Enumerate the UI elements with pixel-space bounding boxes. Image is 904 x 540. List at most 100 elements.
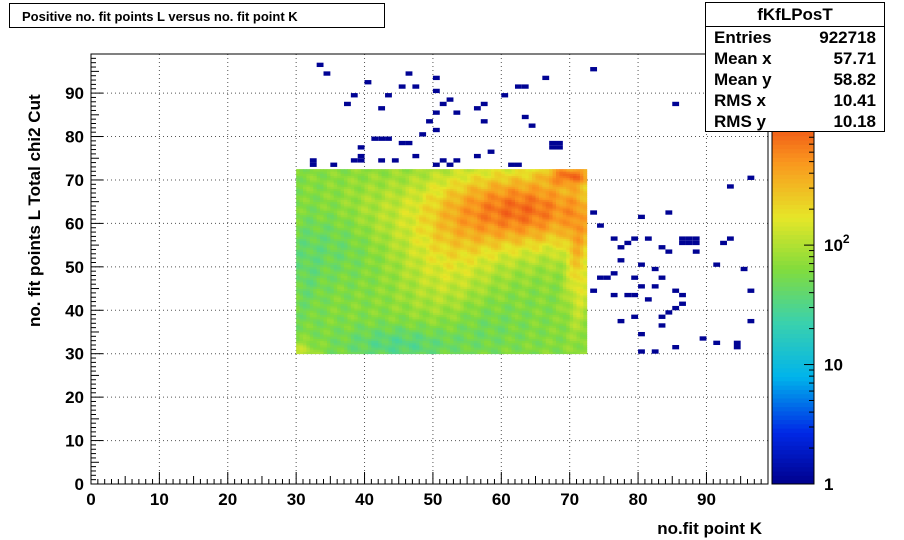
heatmap-cell: [470, 323, 475, 326]
heatmap-cell: [436, 249, 441, 253]
heatmap-cell: [306, 323, 311, 326]
heatmap-cell: [391, 271, 396, 274]
heatmap-cell: [395, 271, 400, 274]
heatmap-cell: [426, 173, 430, 177]
heatmap-cell: [385, 338, 389, 342]
heatmap-cell: [429, 297, 434, 300]
heatmap-cell: [302, 199, 307, 203]
heatmap-cell: [473, 295, 478, 298]
heatmap-cell: [364, 258, 369, 261]
heatmap-cell: [344, 238, 348, 242]
heatmap-cell: [422, 295, 427, 298]
heatmap-cell: [494, 249, 499, 253]
heatmap-cell: [357, 227, 362, 231]
heatmap-cell: [460, 347, 465, 350]
heatmap-cell: [347, 342, 352, 346]
heatmap-cell: [419, 203, 424, 207]
heatmap-cell: [313, 208, 318, 211]
heatmap-cell: [422, 312, 427, 315]
heatmap-cell: [337, 334, 341, 337]
heatmap-cell: [378, 245, 383, 248]
heatmap-cell: [323, 227, 328, 231]
heatmap-cell: [364, 175, 369, 179]
heatmap-cell: [326, 175, 331, 179]
heatmap-cell: [491, 336, 495, 339]
heatmap-cell: [302, 279, 307, 283]
heatmap-cell: [357, 342, 362, 346]
heatmap-cell: [491, 203, 495, 207]
heatmap-cell: [323, 347, 328, 350]
heatmap-cell: [460, 271, 465, 274]
heatmap-cell: [484, 227, 489, 231]
heatmap-cell: [320, 321, 324, 324]
heatmap-cell: [491, 260, 495, 263]
heatmap-cell: [419, 269, 424, 272]
heatmap-cell: [302, 245, 307, 248]
heatmap-cell: [491, 269, 495, 272]
heatmap-cell: [361, 249, 365, 253]
heatmap-cell: [316, 279, 321, 283]
heatmap-cell: [436, 336, 441, 339]
heatmap-cell: [494, 316, 499, 320]
heatmap-cell: [412, 245, 417, 248]
heatmap-cell: [422, 247, 427, 250]
heatmap-cell: [439, 318, 444, 322]
heatmap-cell: [429, 197, 434, 200]
heatmap-cell: [296, 192, 300, 196]
heatmap-cell: [415, 216, 420, 220]
heatmap-cell: [306, 201, 311, 205]
heatmap-cell: [422, 297, 427, 300]
heatmap-cell: [456, 318, 461, 322]
heatmap-cell: [419, 236, 424, 239]
heatmap-cell: [432, 245, 437, 248]
heatmap-cell: [419, 336, 424, 339]
heatmap-cell: [405, 266, 410, 270]
heatmap-cell: [316, 221, 321, 224]
heatmap-cell: [326, 232, 331, 235]
heatmap-cell: [330, 334, 335, 337]
heatmap-cell: [450, 169, 454, 172]
heatmap-cell: [402, 327, 406, 331]
heatmap-cell: [347, 279, 352, 283]
heatmap-cell: [453, 184, 458, 187]
heatmap-cell: [374, 290, 379, 294]
heatmap-cell: [385, 312, 389, 315]
heatmap-cell: [309, 338, 314, 342]
heatmap-cell: [436, 253, 441, 257]
heatmap-cell: [299, 186, 304, 190]
heatmap-cell: [367, 292, 372, 296]
heatmap-cell: [477, 269, 482, 272]
heatmap-cell: [309, 173, 314, 177]
heatmap-cell: [374, 210, 379, 213]
heatmap-cell: [381, 282, 386, 285]
heatmap-cell: [477, 271, 482, 274]
heatmap-cell: [453, 273, 458, 276]
heatmap-cell: [484, 240, 489, 244]
heatmap-cell: [470, 351, 475, 355]
heatmap-cell: [463, 221, 468, 224]
heatmap-cell: [419, 234, 424, 237]
heatmap-cell: [432, 284, 437, 287]
heatmap-cell: [357, 219, 362, 222]
heatmap-cell: [484, 223, 489, 226]
heatmap-cell: [330, 179, 335, 183]
heatmap-cell: [347, 340, 352, 344]
heatmap-cell: [422, 182, 427, 185]
heatmap-cell: [306, 314, 311, 318]
heatmap-cell: [426, 342, 430, 346]
heatmap-cell: [367, 338, 372, 342]
heatmap-cell: [357, 314, 362, 318]
heatmap-cell: [391, 238, 396, 242]
heatmap-cell: [436, 351, 441, 355]
heatmap-cell: [426, 225, 430, 229]
heatmap-cell: [426, 240, 430, 244]
heatmap-cell: [302, 255, 307, 259]
heatmap-cell: [357, 345, 362, 348]
heatmap-cell: [491, 301, 495, 305]
heatmap-cell: [320, 290, 324, 294]
heatmap-cell: [381, 334, 386, 337]
heatmap-cell: [439, 325, 444, 329]
heatmap-cell: [330, 323, 335, 326]
heatmap-cell: [467, 273, 471, 276]
heatmap-cell: [313, 329, 318, 333]
